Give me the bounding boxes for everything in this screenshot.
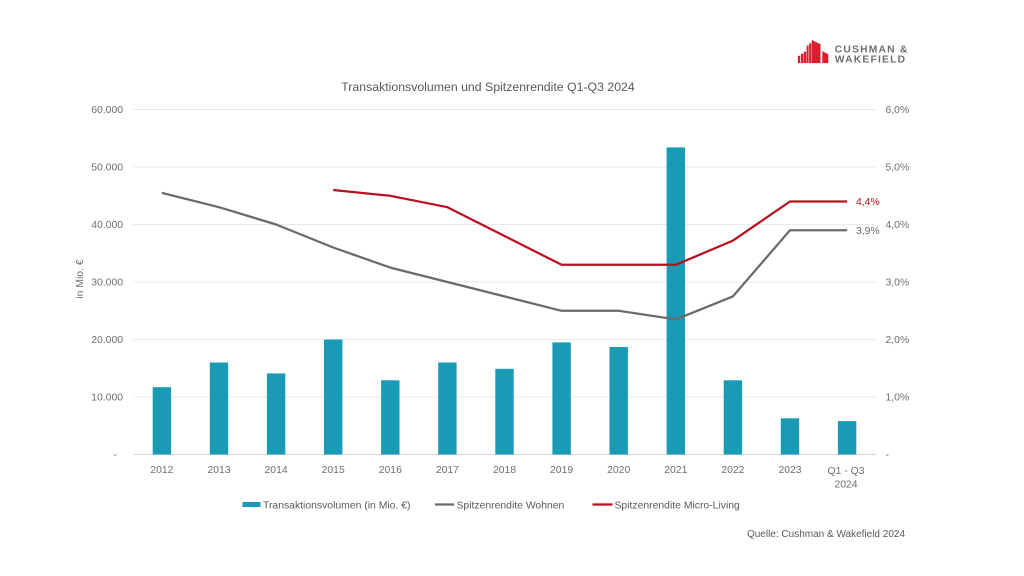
svg-text:10.000: 10.000 xyxy=(91,393,123,404)
svg-text:4,0%: 4,0% xyxy=(886,220,910,231)
svg-text:2022: 2022 xyxy=(721,465,744,476)
svg-text:-: - xyxy=(886,450,889,461)
svg-text:CUSHMAN &: CUSHMAN & xyxy=(835,45,909,56)
svg-text:-: - xyxy=(114,450,117,461)
svg-text:50.000: 50.000 xyxy=(91,163,123,174)
svg-text:Transaktionsvolumen und Spitze: Transaktionsvolumen und Spitzenrendite Q… xyxy=(341,80,635,94)
svg-text:2024: 2024 xyxy=(834,480,857,491)
svg-text:40.000: 40.000 xyxy=(91,220,123,231)
svg-text:2023: 2023 xyxy=(778,465,801,476)
svg-text:60.000: 60.000 xyxy=(91,105,123,116)
svg-text:2018: 2018 xyxy=(493,465,516,476)
svg-text:2,0%: 2,0% xyxy=(886,335,910,346)
svg-text:3,9%: 3,9% xyxy=(856,226,880,237)
svg-text:2012: 2012 xyxy=(150,465,173,476)
svg-text:2021: 2021 xyxy=(664,465,687,476)
svg-text:Spitzenrendite Wohnen: Spitzenrendite Wohnen xyxy=(457,501,565,512)
svg-text:3,0%: 3,0% xyxy=(886,278,910,289)
svg-text:2013: 2013 xyxy=(207,465,230,476)
svg-text:Quelle: Cushman & Wakefield 20: Quelle: Cushman & Wakefield 2024 xyxy=(747,529,905,540)
svg-text:5,0%: 5,0% xyxy=(886,163,910,174)
svg-text:2015: 2015 xyxy=(322,465,345,476)
svg-text:WAKEFIELD: WAKEFIELD xyxy=(835,54,906,65)
svg-text:in Mio. €: in Mio. € xyxy=(75,259,86,298)
svg-text:30.000: 30.000 xyxy=(91,278,123,289)
svg-text:2014: 2014 xyxy=(265,465,288,476)
svg-text:1,0%: 1,0% xyxy=(886,393,910,404)
svg-text:2020: 2020 xyxy=(607,465,630,476)
svg-text:2019: 2019 xyxy=(550,465,573,476)
svg-text:2017: 2017 xyxy=(436,465,459,476)
svg-text:Spitzenrendite Micro-Living: Spitzenrendite Micro-Living xyxy=(615,501,741,512)
svg-text:2016: 2016 xyxy=(379,465,402,476)
svg-text:Transaktionsvolumen (in Mio. €: Transaktionsvolumen (in Mio. €) xyxy=(263,501,410,512)
svg-text:4,4%: 4,4% xyxy=(856,197,880,208)
svg-text:Q1 - Q3: Q1 - Q3 xyxy=(828,466,865,477)
svg-text:6,0%: 6,0% xyxy=(886,105,910,116)
svg-text:20.000: 20.000 xyxy=(91,335,123,346)
